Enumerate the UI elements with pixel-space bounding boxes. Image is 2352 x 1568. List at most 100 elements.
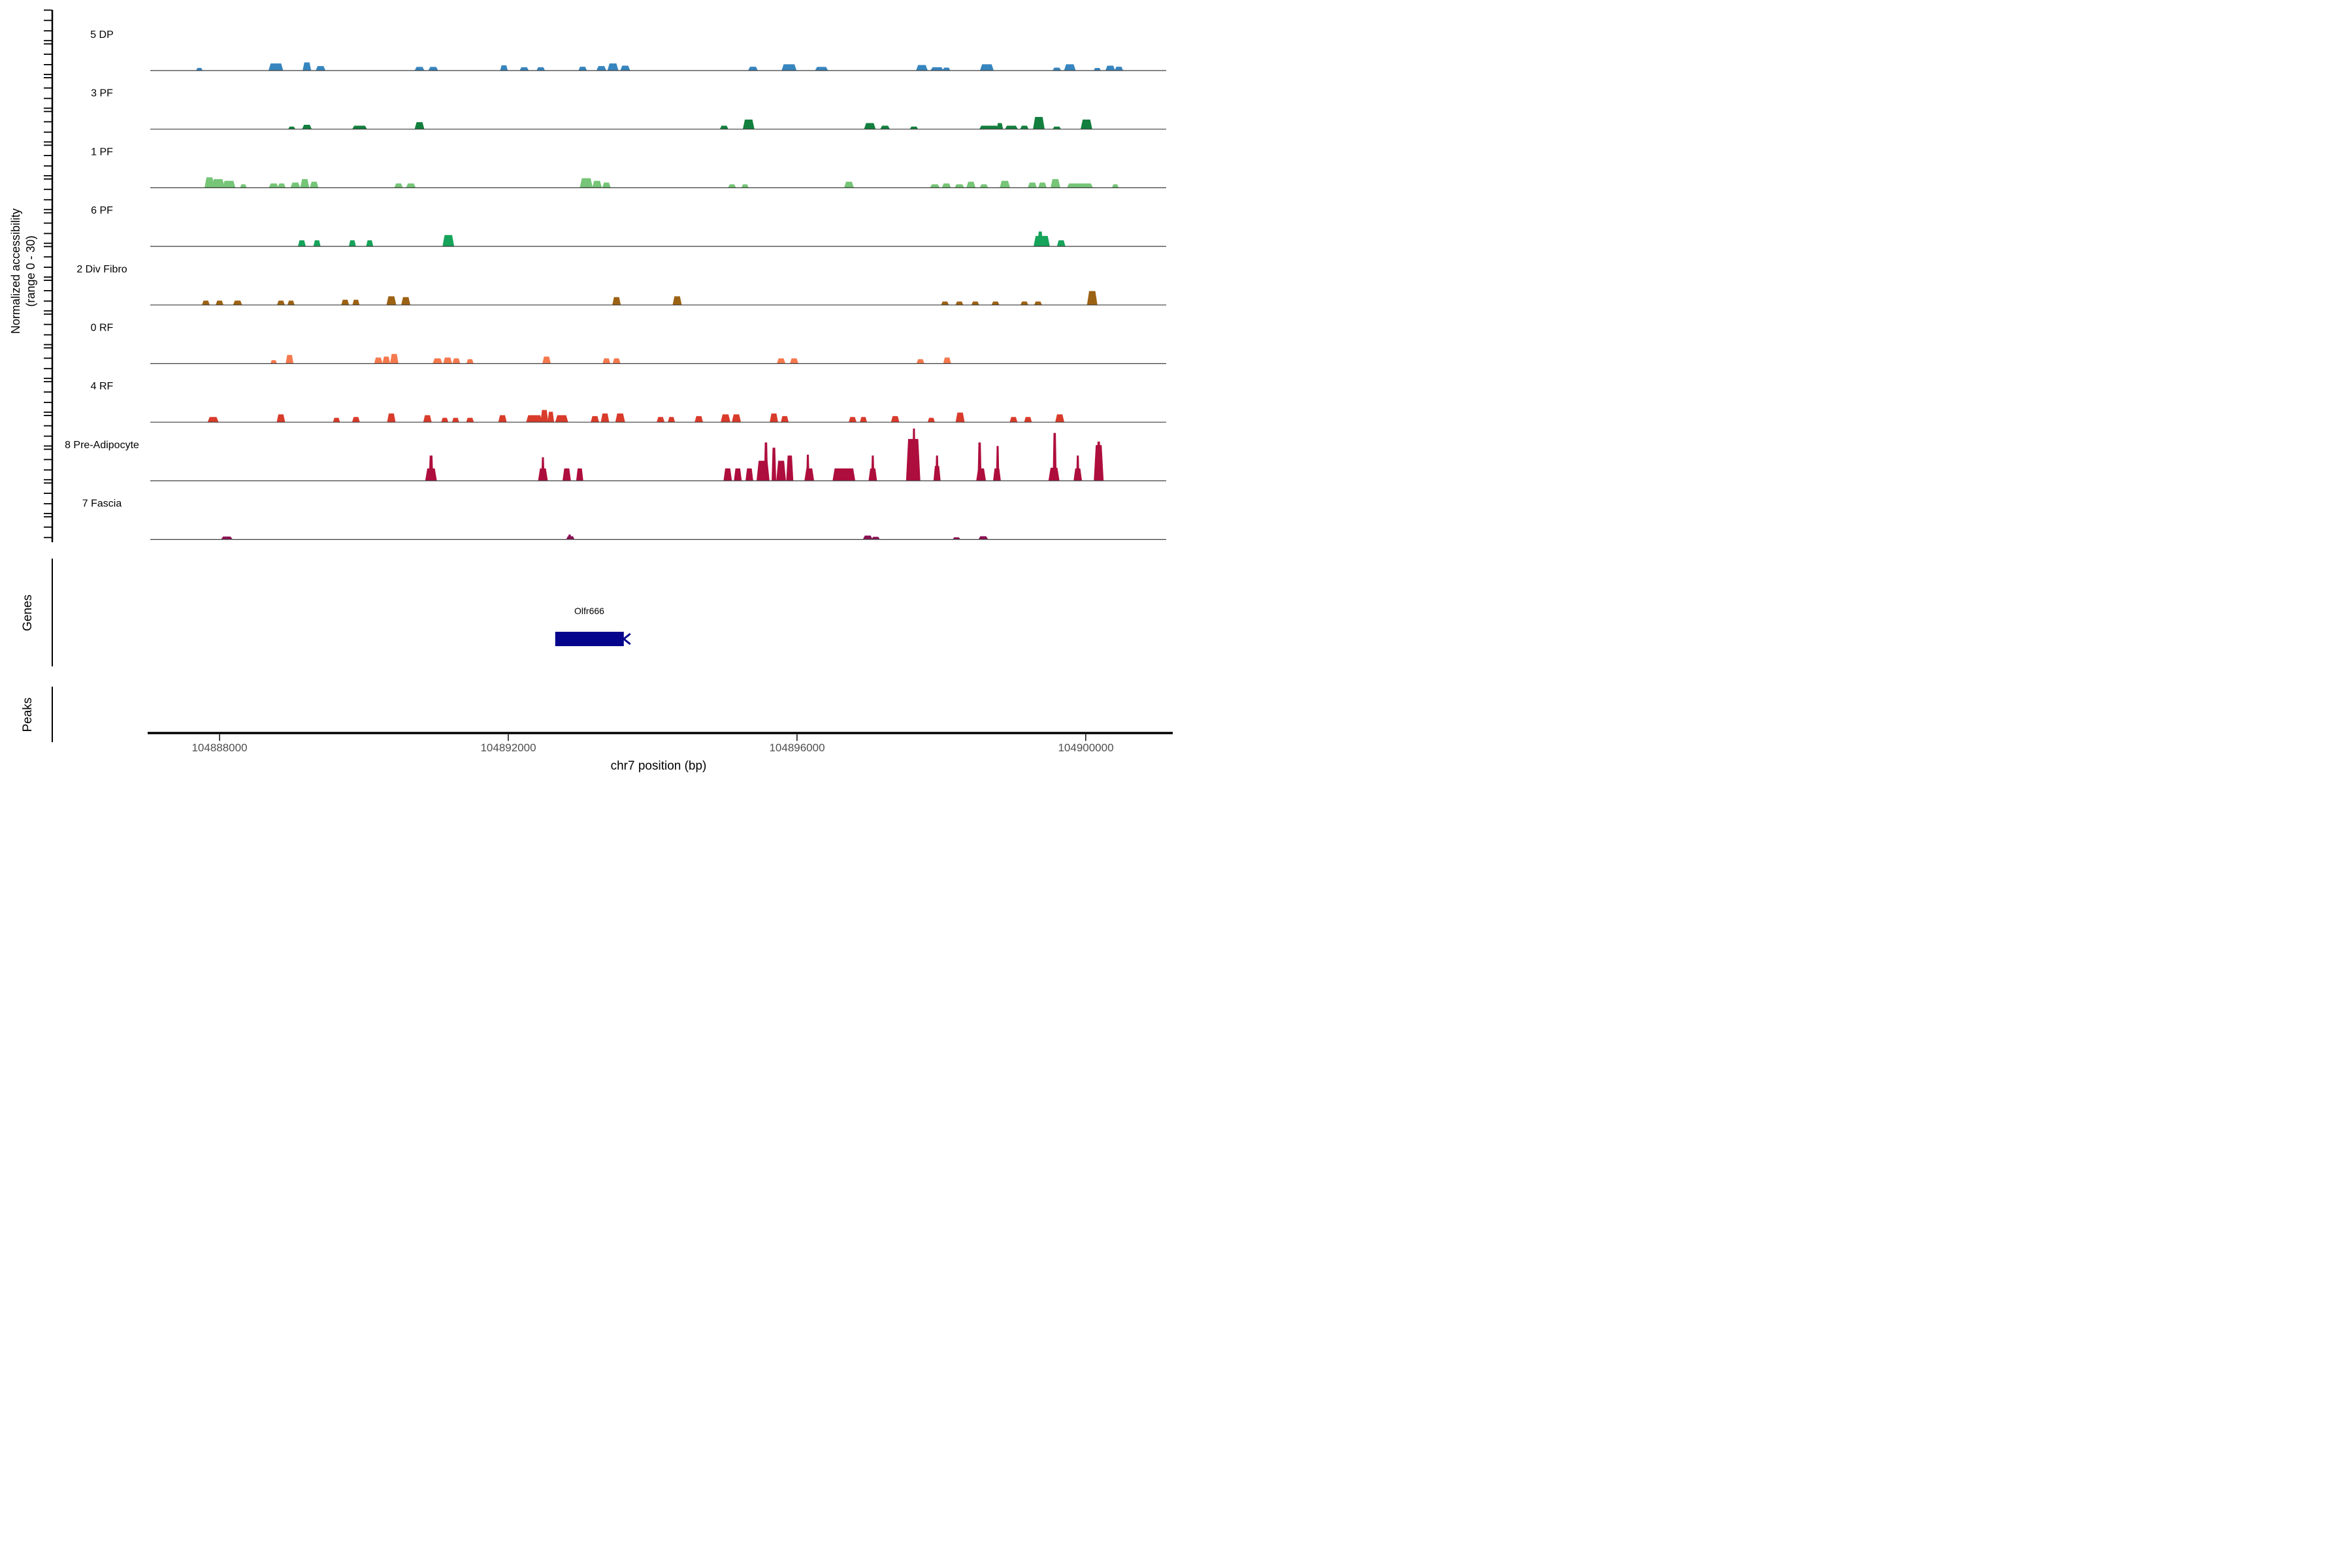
coverage-peak [563, 468, 571, 481]
coverage-peak [942, 67, 951, 71]
coverage-peak [732, 414, 742, 423]
coverage-peak [1033, 117, 1045, 129]
coverage-peak [955, 301, 964, 305]
coverage-peak [386, 296, 397, 305]
coverage-peak [657, 417, 665, 423]
track-label-7-fascia: 7 Fascia [82, 498, 122, 510]
genes-section-label: Genes [21, 595, 35, 631]
track-label-0-rf: 0 RF [91, 323, 114, 334]
coverage-peak [745, 468, 753, 481]
coverage-peak [1112, 184, 1119, 188]
gene-direction-arrow-icon [622, 632, 631, 645]
coverage-peak [498, 415, 507, 423]
coverage-peak [1115, 67, 1124, 71]
coverage-peak [333, 417, 340, 423]
coverage-peak [979, 184, 988, 188]
coverage-peak [849, 417, 857, 423]
track-label-4-rf: 4 RF [91, 381, 114, 392]
coverage-peak [607, 63, 619, 71]
coverage-peak [806, 454, 809, 481]
coverage-peak [451, 417, 459, 423]
coverage-peak [442, 235, 455, 247]
coverage-peak [300, 179, 310, 188]
coverage-peak [414, 67, 425, 71]
coverage-peak [547, 412, 555, 423]
coverage-peak [1056, 240, 1066, 247]
coverage-peak [443, 357, 453, 364]
coverage-peak [620, 65, 630, 71]
coverage-peak [1053, 126, 1062, 129]
coverage-peak [278, 183, 286, 188]
coverage-peak [216, 301, 223, 305]
plot-svg: 5 DP 3 PF 1 PF 6 PF 2 Div Fibro 0 RF 4 R… [9, 9, 1173, 773]
coverage-peak [452, 358, 461, 364]
coverage-peak [1005, 125, 1018, 129]
coverage-peak [871, 455, 875, 481]
coverage-peak [1037, 231, 1043, 247]
coverage-peak [541, 457, 545, 481]
coverage-peak [428, 67, 438, 71]
coverage-peak [1081, 120, 1092, 129]
coverage-peak [374, 357, 383, 364]
coverage-peak [612, 297, 621, 305]
coverage-peak [519, 67, 529, 71]
coverage-peak [927, 417, 935, 423]
coverage-peak [1055, 414, 1064, 423]
coverage-peak [916, 359, 924, 364]
coverage-peak [207, 417, 219, 423]
coverage-peak [366, 240, 374, 247]
coverage-peak [536, 67, 546, 71]
coverage-peak [1076, 455, 1080, 481]
coverage-peak [991, 301, 1000, 305]
generated-geometry [44, 9, 1173, 742]
coverage-peak [423, 415, 432, 423]
coverage-peak [500, 65, 508, 71]
coverage-peak [864, 123, 876, 129]
coverage-peak [615, 413, 625, 423]
coverage-peak [596, 66, 606, 71]
coverage-peak [221, 536, 233, 540]
coverage-peak [316, 66, 326, 71]
coverage-peak [240, 184, 247, 188]
coverage-peak [668, 417, 676, 423]
coverage-peak [202, 301, 210, 305]
coverage-peak [542, 356, 551, 364]
coverage-peak [602, 358, 611, 364]
coverage-peak [287, 301, 295, 305]
coverage-peak [390, 353, 399, 364]
coverage-peak [721, 414, 730, 423]
coverage-peak [748, 67, 758, 71]
coverage-peak [770, 413, 778, 423]
x-tick-label-104896000: 104896000 [769, 742, 825, 754]
x-axis-title: chr7 position (bp) [611, 759, 707, 773]
coverage-peak [764, 442, 768, 481]
coverage-peak [786, 455, 794, 481]
coverage-peak [313, 240, 321, 247]
coverage-peak [996, 446, 1000, 481]
coverage-peak [341, 299, 350, 305]
coverage-peak [466, 359, 474, 364]
coverage-peak [433, 358, 443, 364]
coverage-peak [1028, 182, 1037, 188]
coverage-peak [1020, 125, 1029, 129]
y-axis-label-line2: (range 0 - 30) [24, 235, 37, 306]
coverage-peak [1096, 441, 1101, 481]
coverage-peak [351, 417, 360, 423]
coverage-peak [1105, 65, 1115, 71]
coverage-peak [672, 296, 682, 305]
coverage-peak [980, 64, 994, 71]
track-label-5-dp: 5 DP [90, 29, 114, 41]
coverage-peak [270, 360, 277, 364]
coverage-peak [298, 240, 306, 247]
coverage-peak [1034, 301, 1042, 305]
coverage-peak [777, 358, 786, 364]
coverage-peak [540, 410, 549, 423]
genome-browser-figure: 5 DP 3 PF 1 PF 6 PF 2 Div Fibro 0 RF 4 R… [0, 0, 1176, 784]
coverage-peak [862, 535, 873, 540]
coverage-peak [302, 62, 312, 71]
coverage-peak [742, 120, 755, 129]
coverage-peak [555, 415, 568, 423]
coverage-peak [276, 414, 286, 423]
coverage-peak [286, 355, 294, 364]
coverage-peak [394, 183, 403, 188]
